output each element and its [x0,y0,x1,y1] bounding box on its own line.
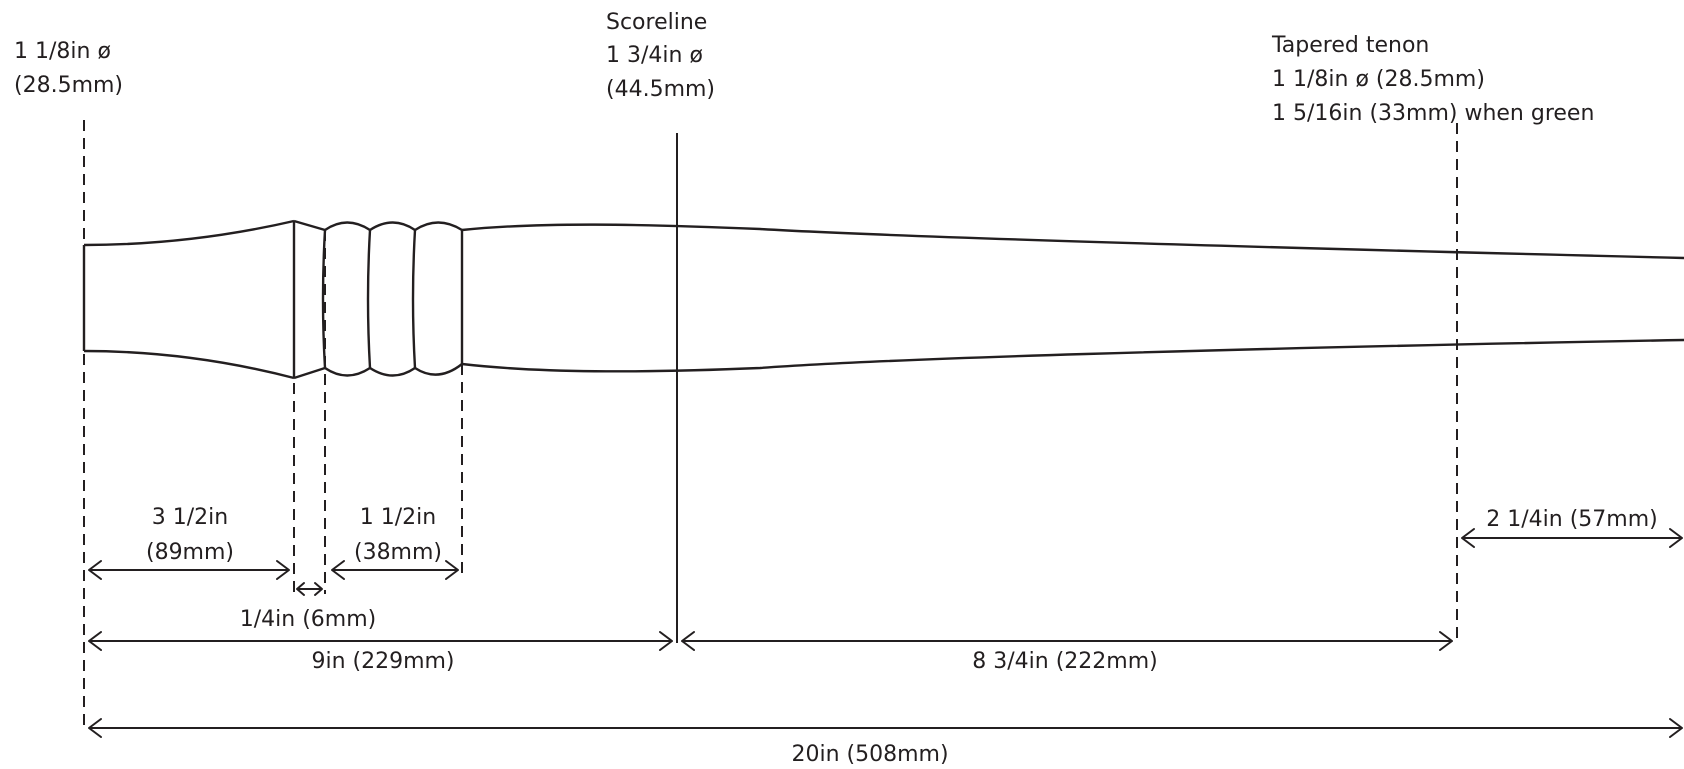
shaft-bottom [461,338,1684,373]
bead-bottom [324,363,463,377]
dim-1-5-label-line1: 1 1/2in [360,505,436,530]
bead-divider-3 [411,229,417,369]
bead-top [324,221,463,232]
scoreline-label-line3: (44.5mm) [606,77,715,102]
tenon-label-line2: 1 1/8in ø (28.5mm) [1272,67,1485,92]
reference-lines [83,120,1458,730]
dim-3-5-label-line2: (89mm) [146,540,234,565]
dim-1-5-arrow [331,560,459,580]
bead-divider-1 [321,229,327,369]
dimension-arrows [88,528,1683,738]
scoreline-label-line1: Scoreline [606,10,707,35]
dim-9-label: 9in (229mm) [311,649,454,674]
dim-20-label: 20in (508mm) [791,742,948,767]
left-end-label-line2: (28.5mm) [14,73,123,98]
left-end-label-line1: 1 1/8in ø [14,39,111,64]
shaft-top [461,223,1684,260]
foot-taper-bottom [83,349,295,380]
annotations: 1 1/8in ø (28.5mm) Scoreline 1 3/4in ø (… [14,10,1594,126]
neck-top [293,219,326,232]
leg-outline [82,219,1684,380]
foot-taper-top [83,219,295,247]
dim-3-5-arrow [88,560,290,580]
dim-8-75-label: 8 3/4in (222mm) [972,649,1157,674]
dim-3-5-label-line1: 3 1/2in [152,505,228,530]
scoreline-label-line2: 1 3/4in ø [606,43,703,68]
tenon-label-line3: 1 5/16in (33mm) when green [1272,101,1594,126]
dim-8-75-arrow [681,631,1453,651]
bead-divider-2 [366,229,372,369]
dim-20-arrow [88,718,1683,738]
dim-quarter-label: 1/4in (6mm) [240,607,376,632]
dim-2-25-label: 2 1/4in (57mm) [1486,507,1657,532]
tenon-label-line1: Tapered tenon [1271,33,1429,58]
dim-1-5-label-line2: (38mm) [354,540,442,565]
neck-bottom [293,366,326,380]
dim-9-arrow [88,631,673,651]
dim-quarter-arrow [296,582,323,596]
dimension-labels: 3 1/2in (89mm) 1 1/2in (38mm) 1/4in (6mm… [146,505,1658,767]
dim-2-25-arrow [1461,528,1683,548]
